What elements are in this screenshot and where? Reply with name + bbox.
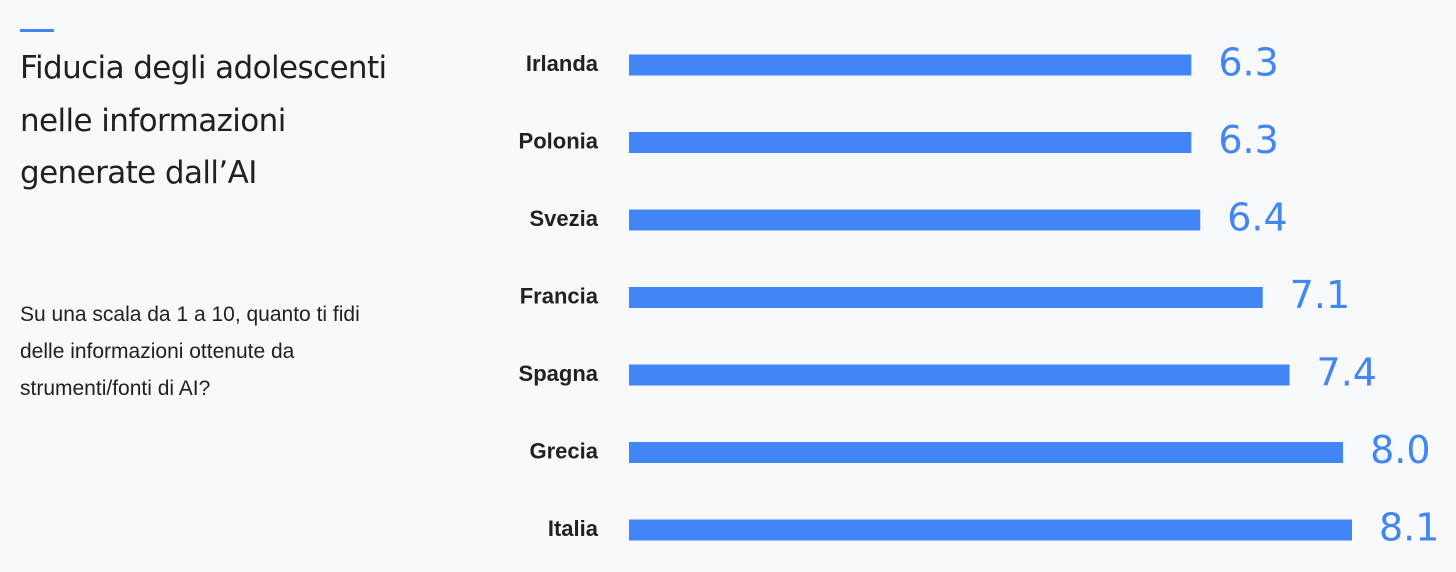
- bar-svezia: [629, 209, 1201, 231]
- category-label-italia: Italia: [548, 516, 599, 541]
- title-accent-line: [20, 29, 54, 32]
- bar-italia: [629, 519, 1352, 541]
- category-label-grecia: Grecia: [530, 438, 599, 463]
- value-label-irlanda: 6.3: [1218, 41, 1278, 85]
- chart-title: Fiducia degli adolescenti nelle informaz…: [20, 50, 387, 191]
- bar-francia: [629, 287, 1263, 308]
- value-label-francia: 7.1: [1290, 273, 1350, 317]
- value-label-italia: 8.1: [1379, 506, 1439, 550]
- value-label-spagna: 7.4: [1317, 351, 1377, 395]
- value-label-grecia: 8.0: [1370, 428, 1430, 472]
- chart-subtitle: Su una scala da 1 a 10, quanto ti fidi d…: [20, 303, 360, 400]
- bar-polonia: [629, 132, 1192, 153]
- value-label-polonia: 6.3: [1218, 118, 1278, 162]
- bar-grecia: [629, 442, 1344, 463]
- category-label-svezia: Svezia: [530, 206, 599, 231]
- bars-layer: Irlanda 6.3 Polonia 6.3 Svezia 6.4 Francia 7.1 S…: [519, 41, 1440, 550]
- bar-spagna: [629, 364, 1290, 386]
- category-label-irlanda: Irlanda: [526, 51, 599, 76]
- category-label-polonia: Polonia: [519, 128, 599, 153]
- category-label-francia: Francia: [520, 283, 599, 308]
- category-label-spagna: Spagna: [519, 361, 599, 386]
- value-label-svezia: 6.4: [1227, 196, 1287, 240]
- bar-irlanda: [629, 54, 1192, 76]
